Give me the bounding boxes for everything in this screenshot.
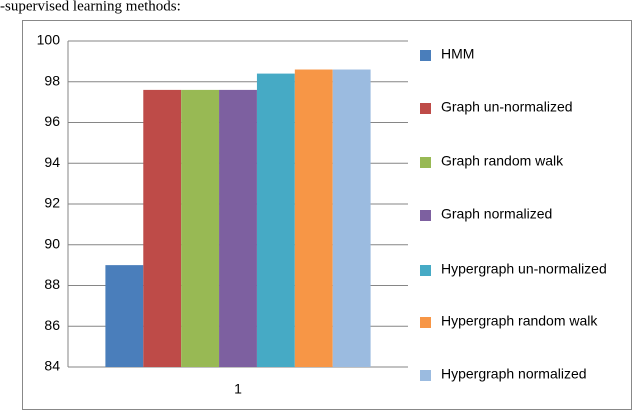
legend-swatch	[420, 157, 431, 168]
y-tick-label: 96	[44, 113, 60, 129]
bar	[143, 89, 182, 368]
caption: -supervised learning methods:	[0, 0, 181, 14]
legend-label: Hypergraph normalized	[441, 366, 587, 382]
y-tick-label: 100	[37, 32, 61, 48]
y-tick-label: 92	[44, 195, 60, 211]
legend-label: Hypergraph un-normalized	[441, 261, 607, 277]
bar	[219, 89, 257, 368]
legend-label: HMM	[441, 46, 474, 62]
x-tick-label: 1	[234, 381, 242, 397]
legend-swatch	[420, 210, 431, 221]
legend-swatch	[420, 370, 431, 381]
y-tick-label: 90	[44, 235, 60, 251]
legend-swatch	[420, 265, 431, 276]
y-tick-label: 98	[44, 72, 60, 88]
legend-label: Graph random walk	[441, 153, 564, 169]
y-tick-label: 88	[44, 276, 60, 292]
y-tick-label: 84	[44, 358, 60, 374]
legend-swatch	[420, 103, 431, 114]
bar	[332, 69, 371, 368]
legend-label: Graph un-normalized	[441, 99, 573, 115]
legend-swatch	[420, 50, 431, 61]
bar	[181, 89, 220, 368]
bar	[105, 265, 144, 367]
legend-label: Hypergraph random walk	[441, 313, 598, 329]
legend-swatch	[420, 317, 431, 328]
legend-label: Graph normalized	[441, 206, 552, 222]
chart-frame	[22, 20, 632, 410]
y-tick-label: 86	[44, 317, 60, 333]
y-tick-label: 94	[44, 154, 60, 170]
bar	[256, 73, 295, 367]
bar	[294, 69, 333, 368]
